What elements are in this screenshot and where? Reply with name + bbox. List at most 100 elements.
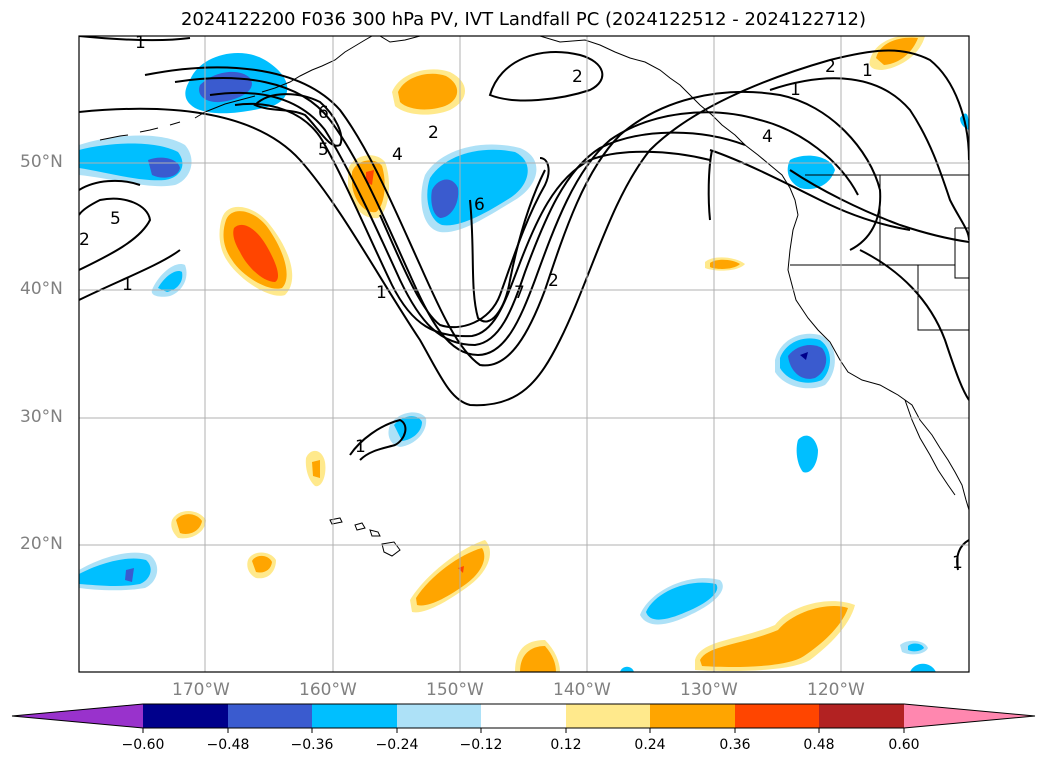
colorbar-tick-label: 0.60 [888, 737, 920, 753]
shaded-region [394, 416, 422, 441]
contour-label: 1 [790, 80, 801, 100]
pv-contour [174, 77, 859, 357]
pv-contour [209, 91, 746, 347]
lat-label: 30°N [20, 407, 63, 427]
colorbar-segment [312, 704, 397, 728]
lon-label: 120°W [807, 680, 865, 700]
map-title: 2024122200 F036 300 hPa PV, IVT Landfall… [180, 9, 867, 30]
shaded-region [79, 558, 151, 587]
contour-label: 1 [355, 437, 366, 457]
shaded-region [416, 548, 485, 606]
coastline [99, 36, 373, 141]
colorbar-segment [397, 704, 481, 728]
border [790, 174, 969, 331]
shaded-region [908, 643, 924, 652]
contour-label: 2 [548, 271, 559, 291]
coastline [787, 214, 969, 511]
pv-contour [79, 49, 969, 407]
pv-contour [769, 77, 969, 241]
colorbar-tick-label: −0.60 [121, 737, 165, 753]
contour-label: 1 [952, 553, 963, 573]
pv-contour [253, 93, 343, 147]
contour-label: 7 [514, 283, 525, 303]
shaded-region [252, 555, 272, 573]
lon-label: 170°W [172, 680, 230, 700]
pv-contour [707, 149, 713, 221]
shaded-region [700, 606, 848, 667]
colorbar-segment [650, 704, 735, 728]
shaded-region [431, 179, 459, 218]
pv-contour [469, 169, 546, 323]
colorbar-tick-label: 0.12 [550, 737, 582, 753]
pv-contour [488, 50, 604, 102]
colorbar-tick-label: 0.24 [634, 737, 666, 753]
shaded-region [158, 271, 183, 292]
lon-label: 140°W [553, 680, 611, 700]
shaded-region [788, 344, 827, 379]
pv-contour [79, 179, 141, 191]
shaded-region [787, 155, 835, 190]
pv-contour [709, 149, 911, 231]
contour-label: 6 [318, 103, 329, 123]
contour-label: 1 [862, 61, 873, 81]
contour-label: 4 [392, 145, 403, 165]
shaded-region [398, 73, 458, 110]
colorbar-segment [566, 704, 650, 728]
shaded-region [646, 582, 718, 620]
contour-label: 2 [428, 123, 439, 143]
shaded-negative-regions [79, 52, 969, 672]
colorbar-segment [819, 704, 904, 728]
shaded-region [910, 663, 936, 672]
contour-label: 5 [110, 209, 121, 229]
coastline [329, 517, 401, 557]
colorbar-segment [481, 704, 566, 728]
coastline [904, 399, 956, 496]
contour-label-group: 1 5 1 2 6 5 4 2 6 1 7 2 4 2 1 1 1 2 1 [79, 36, 963, 573]
colorbar-segment [143, 704, 228, 728]
lat-label: 20°N [20, 534, 63, 554]
shaded-region [710, 259, 740, 269]
colorbar-tick-label: −0.24 [375, 737, 419, 753]
colorbar-tick-label: 0.48 [803, 737, 835, 753]
colorbar-tick-label: −0.12 [459, 737, 503, 753]
gridlines [79, 36, 969, 672]
plot-frame [78, 35, 970, 673]
pv-contour [349, 418, 407, 461]
contour-label: 2 [572, 67, 583, 87]
coastlines [99, 36, 969, 557]
contour-label: 1 [122, 275, 133, 295]
colorbar-extend-high [904, 704, 1035, 728]
shaded-region [125, 568, 134, 582]
contour-label: 6 [474, 195, 485, 215]
colorbar-segment [735, 704, 819, 728]
plot-area [79, 36, 969, 672]
colorbar-tick-label: −0.48 [206, 737, 250, 753]
pv-contour [379, 157, 550, 329]
colorbar-segment [228, 704, 312, 728]
pv-contour [79, 197, 152, 271]
colorbar [11, 703, 1036, 733]
lon-label: 150°W [426, 680, 484, 700]
shaded-region [620, 666, 634, 672]
shaded-region [312, 460, 320, 478]
shaded-region [233, 224, 279, 282]
pv-contour [79, 36, 191, 42]
shaded-region [796, 435, 818, 473]
lon-label: 160°W [299, 680, 357, 700]
lon-label: 130°W [680, 680, 738, 700]
contour-label: 1 [376, 283, 387, 303]
coastline [379, 36, 799, 216]
pv-contour [234, 102, 711, 338]
lat-label: 40°N [20, 279, 63, 299]
contour-label: 2 [79, 230, 90, 250]
colorbar-extend-low [12, 704, 143, 728]
pv-contour [789, 169, 969, 243]
shaded-region [176, 514, 202, 534]
shaded-region [520, 646, 556, 672]
colorbar-tick-label: 0.36 [719, 737, 751, 753]
pv-contour [956, 539, 969, 571]
contour-label: 2 [825, 57, 836, 77]
pv-contour [859, 249, 969, 401]
contour-label: 5 [318, 140, 329, 160]
